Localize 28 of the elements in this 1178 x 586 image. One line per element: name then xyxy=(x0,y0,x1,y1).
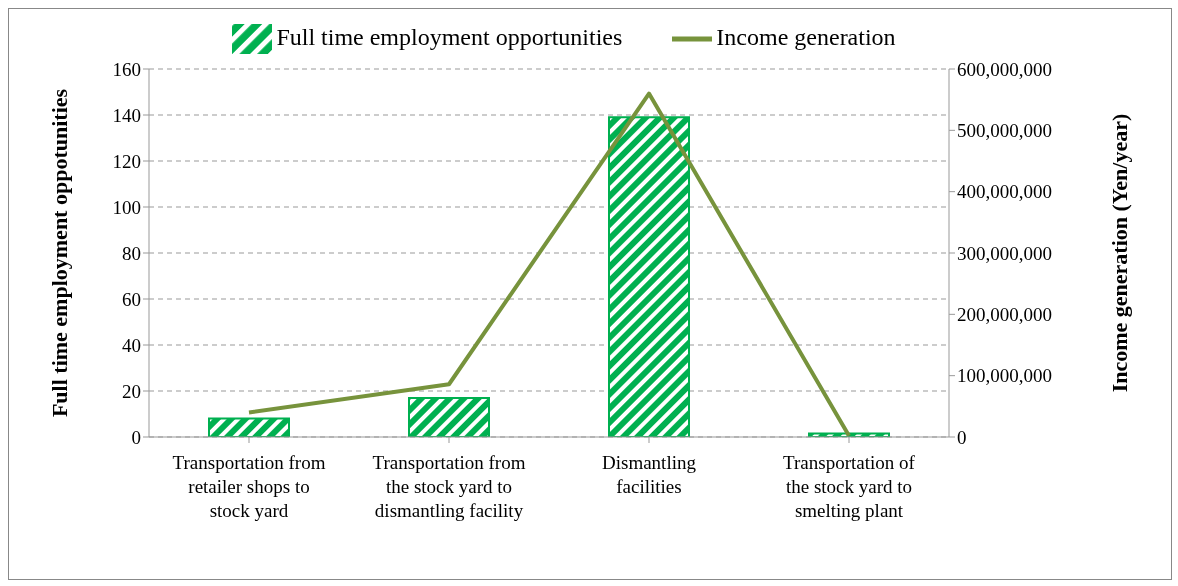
y2-tick-label: 600,000,000 xyxy=(957,58,1052,80)
y2-tick-label: 300,000,000 xyxy=(957,242,1052,264)
y-tick-label: 20 xyxy=(122,380,141,402)
bar xyxy=(608,116,690,437)
y-tick-label: 60 xyxy=(122,288,141,310)
legend-label: Income generation xyxy=(716,23,896,50)
x-tick-label: Dismantling facilities xyxy=(602,452,697,497)
y-tick-label: 40 xyxy=(122,334,141,356)
y2-tick-label: 200,000,000 xyxy=(957,304,1052,326)
y2-tick-label: 400,000,000 xyxy=(957,181,1052,203)
y2-tick-label: 100,000,000 xyxy=(957,365,1052,387)
y-tick-label: 160 xyxy=(112,58,141,80)
y-tick-label: 140 xyxy=(112,104,141,126)
x-tick-label: Transportation of the stock yard to smelting plant xyxy=(783,452,916,521)
y2-axis-title: Income generation (Yen/year) xyxy=(1106,113,1132,393)
bar xyxy=(208,417,290,437)
y-tick-label: 0 xyxy=(131,426,141,448)
x-tick-label: Transportation from the stock yard to dismantling facility xyxy=(372,452,526,521)
y-tick-label: 100 xyxy=(112,196,141,218)
x-tick-label: Transportation from retailer shops to stock yard xyxy=(172,452,326,521)
y2-tick-label: 500,000,000 xyxy=(957,120,1052,142)
legend-label: Full time employment opportunities xyxy=(276,23,623,50)
line-series xyxy=(247,91,851,437)
y-tick-label: 120 xyxy=(112,150,141,172)
y-axis-title: Full time employment oppotunities xyxy=(46,88,72,418)
y-tick-label: 80 xyxy=(122,242,141,264)
bar xyxy=(408,396,490,437)
y2-tick-label: 0 xyxy=(957,426,967,448)
